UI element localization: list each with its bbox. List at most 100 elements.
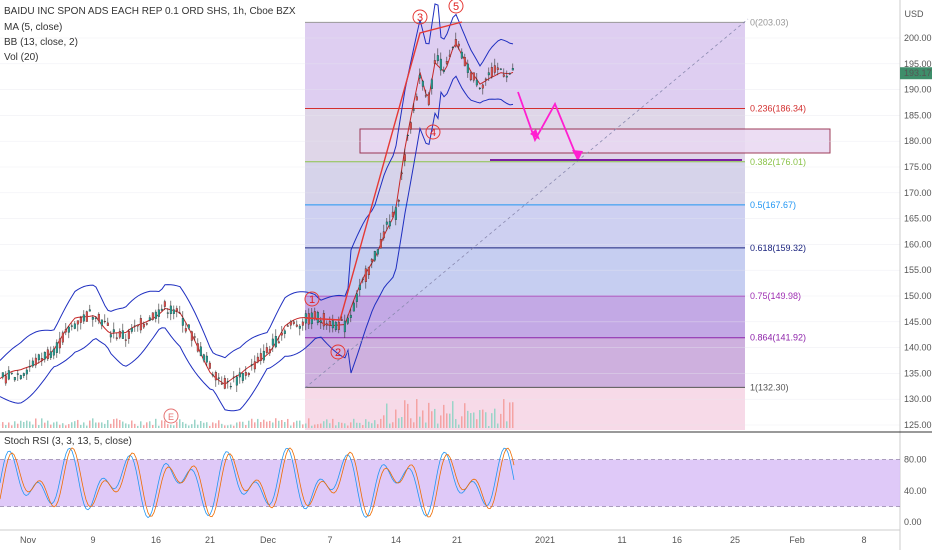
volume-bar bbox=[455, 419, 457, 428]
candle-body bbox=[445, 61, 448, 64]
candle-body bbox=[505, 75, 508, 78]
volume-bar bbox=[254, 422, 256, 428]
candle-body bbox=[346, 317, 349, 324]
candle-body bbox=[331, 320, 334, 329]
volume-bar bbox=[482, 409, 484, 428]
candle-body bbox=[478, 87, 481, 89]
candle-body bbox=[385, 221, 388, 225]
price-tick: 135.00 bbox=[904, 368, 932, 378]
volume-bar bbox=[92, 418, 94, 428]
volume-bar bbox=[347, 425, 349, 428]
bollinger-bands bbox=[0, 3, 514, 412]
candle-body bbox=[439, 58, 442, 71]
volume-bar bbox=[395, 409, 397, 428]
stoch-tick: 80.00 bbox=[904, 455, 927, 465]
volume-bar bbox=[284, 421, 286, 428]
candle-body bbox=[298, 325, 301, 329]
volume-bar bbox=[83, 422, 85, 428]
volume-bar bbox=[80, 424, 82, 428]
volume-bar bbox=[131, 420, 133, 428]
earnings-circle bbox=[163, 408, 179, 424]
stoch-tick: 0.00 bbox=[904, 517, 922, 527]
candle-body bbox=[61, 332, 64, 343]
price-tick: 165.00 bbox=[904, 214, 932, 224]
volume-bar bbox=[203, 422, 205, 428]
volume-bar bbox=[74, 421, 76, 428]
candle-body bbox=[382, 231, 385, 239]
candle-body bbox=[421, 80, 424, 87]
candle-body bbox=[343, 320, 346, 333]
volume-bar bbox=[47, 420, 49, 428]
volume-bar bbox=[479, 410, 481, 428]
volume-bar bbox=[251, 418, 253, 428]
candle-body bbox=[226, 380, 229, 383]
wave-label: 4 bbox=[430, 127, 436, 139]
volume-bar bbox=[416, 399, 418, 428]
wave-circle bbox=[304, 291, 320, 307]
candle-body bbox=[34, 357, 37, 366]
volume-bar bbox=[356, 422, 358, 428]
candle-body bbox=[352, 302, 355, 312]
candle-body bbox=[73, 323, 76, 329]
candle-body bbox=[376, 249, 379, 255]
candle-body bbox=[316, 312, 319, 323]
candle-body bbox=[133, 325, 136, 327]
candle-body bbox=[442, 70, 445, 72]
arrow-head bbox=[572, 150, 583, 161]
price-tick: 190.00 bbox=[904, 85, 932, 95]
price-axis-bg bbox=[900, 0, 932, 550]
volume-bar bbox=[77, 419, 79, 428]
candle-body bbox=[40, 358, 43, 362]
volume-bar bbox=[377, 424, 379, 428]
currency-label: USD bbox=[904, 9, 924, 19]
volume-bar bbox=[8, 422, 10, 428]
candle-body bbox=[124, 339, 127, 341]
candle-body bbox=[175, 308, 178, 312]
candle-body bbox=[100, 319, 103, 326]
volume-bar bbox=[14, 421, 16, 428]
volume-bar bbox=[89, 420, 91, 428]
candle-body bbox=[205, 355, 208, 363]
candle-body bbox=[418, 74, 421, 79]
volume-bar bbox=[362, 424, 364, 428]
volume-bar bbox=[140, 421, 142, 428]
candle-body bbox=[253, 361, 256, 370]
candle-body bbox=[340, 319, 343, 321]
candle-body bbox=[76, 320, 79, 325]
candle-body bbox=[112, 329, 115, 333]
candle-body bbox=[430, 79, 433, 89]
annotations: 1 2 3 4 5 E bbox=[163, 0, 749, 424]
candle-body bbox=[349, 314, 352, 318]
volume-bar bbox=[317, 424, 319, 428]
fib-band bbox=[305, 204, 745, 248]
candle-body bbox=[370, 259, 373, 262]
candle-body bbox=[292, 321, 295, 324]
volume-bar bbox=[473, 412, 475, 428]
candle-body bbox=[4, 375, 7, 384]
wave-circle bbox=[330, 344, 346, 360]
candle-body bbox=[64, 329, 67, 333]
candle-body bbox=[10, 372, 13, 374]
volume-bar bbox=[290, 425, 292, 428]
volume-bar bbox=[197, 424, 199, 428]
candle-body bbox=[121, 330, 124, 339]
volume-bar bbox=[233, 425, 235, 428]
candle-body bbox=[145, 323, 148, 325]
candle-body bbox=[241, 372, 244, 381]
volume-bar bbox=[359, 422, 361, 428]
volume-bar bbox=[38, 425, 40, 428]
stoch-tick: 40.00 bbox=[904, 486, 927, 496]
volume-bar bbox=[329, 423, 331, 428]
candle-body bbox=[463, 57, 466, 67]
fib-band bbox=[305, 161, 745, 205]
candle-body bbox=[172, 309, 175, 314]
volume-bar bbox=[476, 419, 478, 428]
candle-body bbox=[334, 321, 337, 331]
volume-bar bbox=[302, 424, 304, 428]
volume-bar bbox=[86, 425, 88, 428]
volume-bar bbox=[62, 423, 64, 428]
volume-bar bbox=[221, 423, 223, 428]
volume-bar bbox=[113, 419, 115, 428]
candle-body bbox=[28, 366, 31, 368]
